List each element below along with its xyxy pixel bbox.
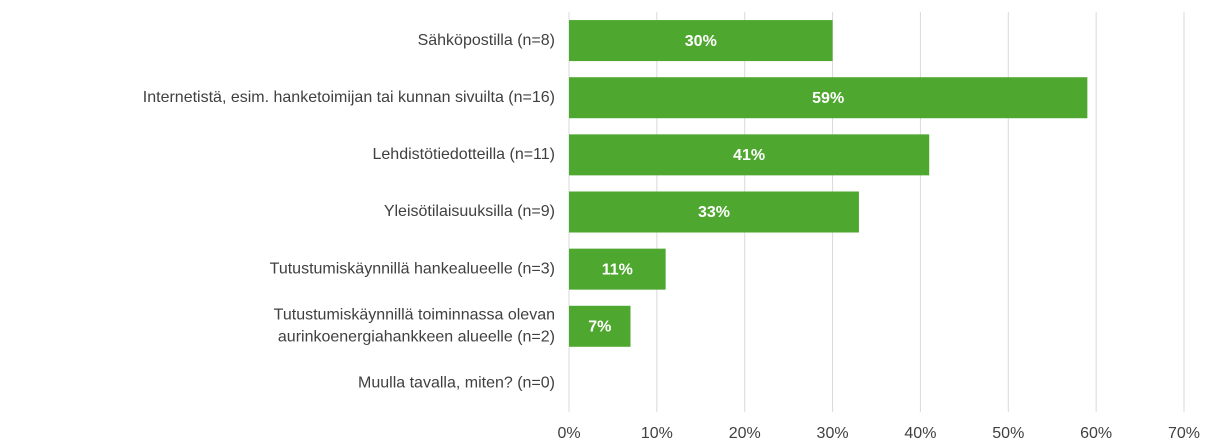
value-label: 33%: [698, 204, 730, 221]
bar: [569, 248, 666, 290]
value-label: 59%: [812, 90, 844, 107]
value-label: 30%: [685, 33, 717, 50]
y-tick-label: Tutustumiskäynnillä hankealueelle (n=3): [270, 260, 555, 277]
bar: [569, 134, 930, 176]
x-tick-label: 50%: [992, 425, 1024, 441]
x-tick-label: 0%: [557, 425, 580, 441]
x-tick-label: 30%: [817, 425, 849, 441]
x-tick-label: 60%: [1080, 425, 1112, 441]
x-tick-label: 10%: [641, 425, 673, 441]
y-tick-label: Tutustumiskäynnillä toiminnassa olevan au…: [274, 307, 555, 346]
bar: [569, 77, 1088, 119]
x-tick-label: 40%: [904, 425, 936, 441]
x-tick-label: 70%: [1168, 425, 1200, 441]
bar: [569, 305, 631, 347]
value-label: 11%: [602, 261, 633, 278]
y-tick-label: Yleisötilaisuuksilla (n=9): [384, 203, 555, 220]
value-label: 41%: [733, 147, 765, 164]
value-label: 7%: [588, 319, 611, 336]
bar: [569, 191, 859, 233]
y-tick-label: Lehdistötiedotteilla (n=11): [373, 146, 556, 163]
y-tick-label: Internetistä, esim. hanketoimijan tai ku…: [143, 89, 555, 106]
x-tick-label: 20%: [729, 425, 761, 441]
y-tick-label: Muulla tavalla, miten? (n=0): [358, 375, 555, 392]
bar: [569, 20, 833, 62]
y-tick-label: Sähköpostilla (n=8): [418, 32, 555, 49]
